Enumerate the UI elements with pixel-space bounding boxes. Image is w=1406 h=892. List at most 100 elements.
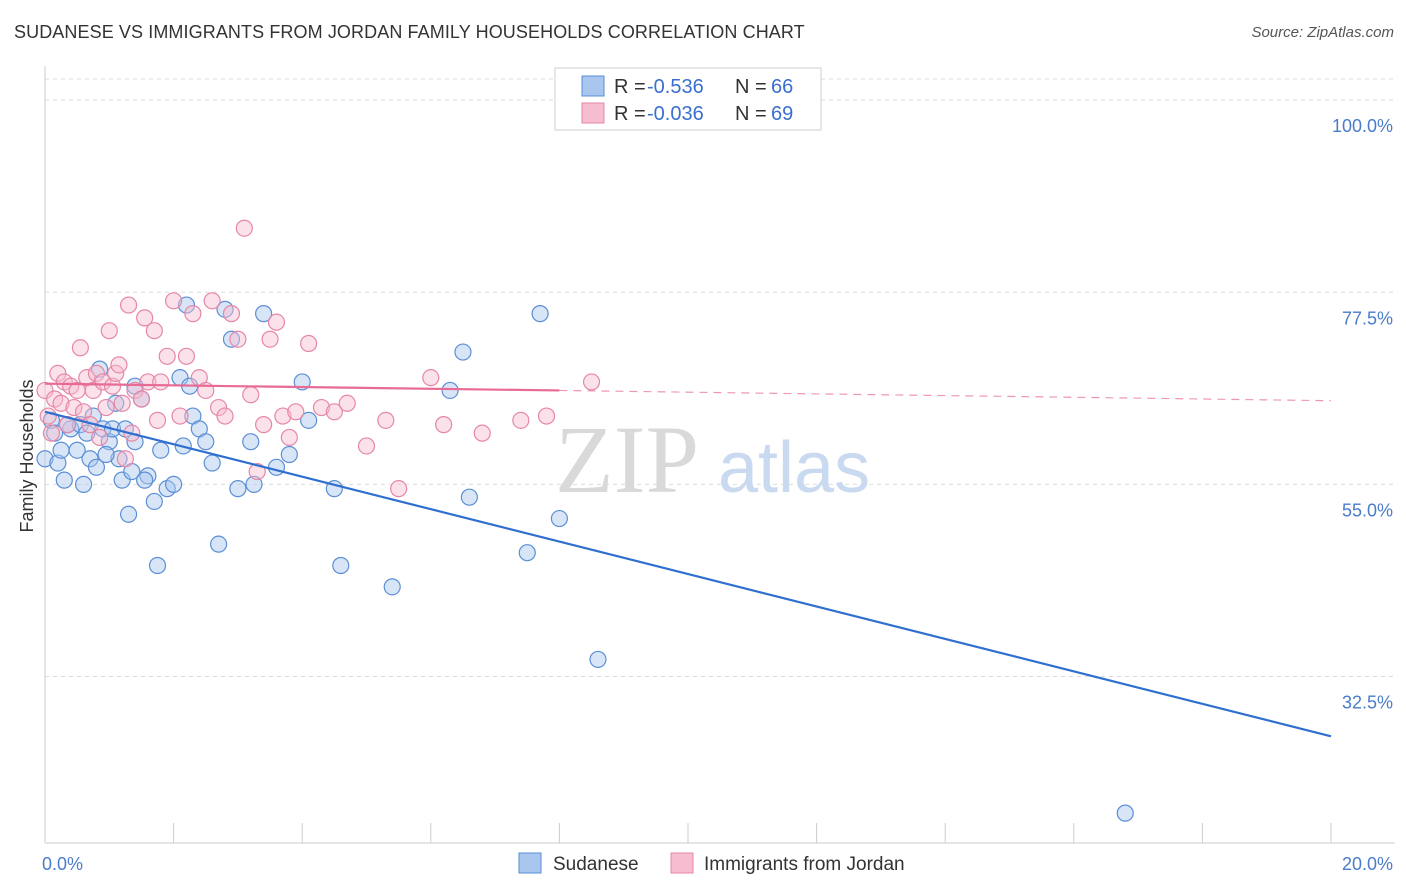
point-0-34 (197, 433, 215, 451)
point-1-5 (52, 394, 70, 412)
bottom-legend-label-sudanese: Sudanese (553, 854, 639, 875)
bottom-legend-swatch-jordan (670, 852, 694, 874)
y-tick-label-1: 55.0% (1342, 500, 1393, 520)
point-0-9 (74, 475, 93, 493)
legend-swatch-sudanese (581, 75, 605, 97)
legend-r-label-0: R = (614, 76, 646, 98)
point-1-42 (210, 398, 228, 417)
point-1-67 (582, 373, 601, 391)
point-1-58 (338, 394, 356, 412)
point-1-23 (110, 356, 128, 374)
point-1-53 (280, 428, 298, 447)
series-jordan-points (36, 219, 601, 498)
point-0-35 (203, 454, 221, 472)
point-1-47 (242, 386, 260, 404)
legend-n-label-0: N = (735, 76, 767, 98)
point-0-25 (145, 492, 163, 511)
point-1-45 (229, 330, 247, 348)
point-0-64 (136, 471, 154, 489)
point-0-61 (97, 445, 115, 464)
point-1-44 (222, 305, 241, 323)
legend-r-value-0: -0.536 (647, 76, 704, 98)
point-0-39 (229, 480, 247, 498)
point-1-59 (357, 437, 376, 455)
point-0-48 (383, 578, 401, 596)
watermark-zip: ZIP (555, 406, 699, 513)
y-tick-label-3: 100.0% (1332, 116, 1393, 136)
series-sudanese-points (36, 296, 1134, 822)
point-1-11 (71, 339, 89, 357)
point-0-51 (460, 488, 478, 506)
point-1-68 (116, 450, 134, 468)
y-axis-label: Family Households (17, 379, 37, 532)
point-0-52 (518, 544, 536, 562)
point-0-41 (255, 305, 273, 323)
point-0-0 (36, 450, 54, 468)
point-1-25 (119, 296, 138, 314)
point-1-63 (435, 416, 453, 434)
point-1-2 (42, 424, 61, 442)
point-1-51 (267, 313, 286, 331)
point-1-32 (148, 411, 167, 429)
point-0-53 (531, 305, 549, 323)
point-1-41 (203, 292, 221, 310)
point-0-54 (550, 509, 569, 528)
source-label: Source: ZipAtlas.com (1251, 24, 1394, 41)
tick-labels: 32.5% 55.0% 77.5% 100.0% 0.0% 20.0% (42, 116, 1393, 874)
point-0-45 (300, 411, 318, 429)
point-0-4 (52, 441, 70, 459)
point-0-40 (242, 433, 260, 451)
trend-line-1-dashed (559, 389, 1332, 402)
point-1-65 (512, 411, 530, 429)
point-0-60 (148, 556, 167, 575)
point-1-54 (287, 403, 305, 421)
y-tick-label-0: 32.5% (1342, 693, 1393, 713)
point-1-28 (132, 390, 151, 408)
legend-r-value-1: -0.036 (647, 103, 704, 125)
axes (44, 66, 1395, 844)
point-1-27 (126, 381, 144, 400)
point-1-50 (261, 330, 279, 348)
point-0-36 (210, 535, 228, 553)
point-1-66 (537, 407, 556, 425)
point-0-65 (245, 475, 263, 493)
trend-lines (44, 382, 1332, 738)
point-1-35 (165, 292, 183, 310)
watermark-atlas: atlas (718, 428, 870, 508)
point-0-3 (49, 454, 67, 472)
point-1-34 (158, 347, 176, 365)
bottom-legend: Sudanese Immigrants from Jordan (518, 852, 905, 875)
point-1-24 (113, 394, 131, 412)
x-tick-label-0: 0.0% (42, 854, 83, 874)
point-0-49 (441, 381, 459, 400)
point-0-19 (113, 471, 131, 489)
point-1-17 (91, 428, 109, 447)
bottom-legend-label-jordan: Immigrants from Jordan (704, 854, 905, 875)
point-0-20 (119, 505, 138, 523)
point-0-47 (332, 556, 350, 575)
point-1-46 (235, 219, 253, 237)
y-tick-label-2: 77.5% (1342, 308, 1393, 328)
chart-title: SUDANESE VS IMMIGRANTS FROM JORDAN FAMIL… (14, 22, 805, 42)
point-0-42 (267, 458, 286, 476)
point-1-61 (390, 480, 408, 498)
point-0-17 (107, 394, 125, 412)
point-1-62 (422, 369, 440, 387)
point-1-16 (87, 364, 106, 382)
bottom-legend-swatch-sudanese (518, 852, 542, 874)
point-0-56 (1116, 804, 1134, 822)
point-1-19 (97, 398, 115, 417)
point-1-20 (100, 322, 118, 340)
point-1-60 (377, 411, 395, 429)
point-0-15 (100, 433, 118, 451)
gridlines (45, 78, 1395, 677)
point-1-21 (103, 377, 122, 395)
legend-swatch-jordan (581, 102, 605, 124)
point-1-38 (184, 305, 202, 323)
point-1-36 (171, 407, 189, 425)
legend-n-value-0: 66 (771, 76, 793, 98)
point-0-12 (87, 458, 106, 476)
point-0-50 (454, 343, 472, 361)
point-1-64 (473, 424, 491, 442)
